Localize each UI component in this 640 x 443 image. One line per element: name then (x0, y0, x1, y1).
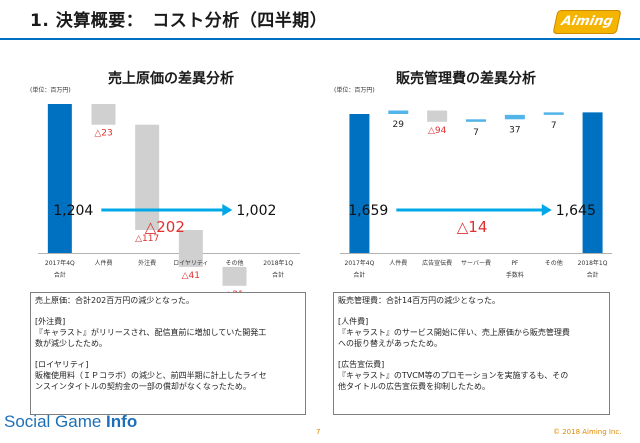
note-line: 『キャラスト』がリリースされ、配信直前に増加していた開発工 (35, 328, 267, 337)
data-label: △23 (94, 129, 112, 139)
category-label: 合計 (587, 271, 599, 279)
header-divider (0, 38, 640, 40)
category-label: 人件費 (389, 259, 407, 267)
unit-label-right: (単位：百万円) (334, 87, 375, 94)
data-label: △94 (428, 126, 447, 136)
increase-bar (543, 112, 564, 115)
footer-brand-bold: Info (106, 412, 138, 431)
data-label: 37 (509, 125, 520, 135)
note-line: 他タイトルの広告宣伝費を抑制したため。 (338, 382, 490, 391)
increase-bar (504, 114, 525, 120)
decrease-bar (222, 266, 247, 286)
increase-bar (388, 110, 409, 114)
note-box-cost-of-sales: 売上原価：合計202百万円の減少となった。 [外注費] 『キャラスト』がリリースされ… (30, 292, 306, 415)
category-label: 手数料 (506, 271, 524, 279)
category-label: 外注費 (138, 259, 156, 267)
end-total-label: 1,002 (236, 203, 276, 219)
change-label: △14 (457, 218, 488, 236)
chart-title-left: 売上原価の差異分析 (108, 71, 234, 87)
note-line: 売上原価：合計202百万円の減少となった。 (35, 296, 195, 305)
page-number: 7 (316, 428, 321, 436)
category-label: ロイヤリティ (173, 260, 208, 267)
note-line: [外注費] (35, 317, 66, 326)
change-arrow-head (222, 204, 233, 216)
decrease-bar (427, 110, 448, 122)
note-box-sga: 販売管理費：合計14百万円の減少となった。 [人件費] 『キャラスト』のサービス開始… (333, 292, 610, 415)
footer-brand-light: Social Game (4, 412, 107, 431)
category-label: 合計 (54, 271, 66, 279)
change-arrow-head (541, 204, 552, 216)
category-label: 2017年4Q (45, 259, 75, 267)
change-label: △202 (145, 218, 185, 236)
page-title: 1. 決算概要： コスト分析（四半期） (30, 11, 328, 31)
category-label: 2018年1Q (578, 259, 608, 267)
decrease-bar (135, 124, 160, 230)
data-label: 7 (473, 128, 479, 138)
decrease-bar (91, 104, 116, 125)
data-label: △41 (182, 271, 200, 281)
category-label: PF (511, 260, 519, 267)
note-line: 販売管理費：合計14百万円の減少となった。 (338, 296, 500, 305)
chart-title-right: 販売管理費の差異分析 (396, 71, 536, 87)
note-line: への振り替えがあったため。 (338, 339, 442, 348)
category-label: その他 (225, 259, 243, 267)
data-label: △117 (135, 234, 159, 244)
category-label: その他 (545, 259, 563, 267)
total-bar (582, 112, 603, 253)
total-bar (47, 104, 72, 253)
category-label: サーバー費 (461, 259, 491, 267)
data-label: 29 (393, 120, 405, 130)
note-line: 数が減少したため。 (35, 339, 107, 348)
unit-label-left: (単位：百万円) (30, 87, 71, 94)
note-line: ンスインタイトルの契約金の一部の償却がなくなったため。 (35, 382, 251, 391)
increase-bar (466, 119, 486, 122)
total-bar (349, 114, 370, 253)
category-label: 人件費 (94, 259, 112, 267)
footer-brand: Social Game Info (4, 412, 137, 432)
end-total-label: 1,645 (556, 203, 596, 219)
note-line: 『キャラスト』のサービス開始に伴い、売上原価から販売管理費 (338, 328, 570, 337)
category-label: 合計 (353, 271, 365, 279)
note-line: [広告宣伝費] (338, 360, 385, 369)
start-total-label: 1,204 (53, 203, 93, 219)
decrease-bar (178, 230, 203, 267)
note-line: [ロイヤリティ] (35, 360, 89, 369)
note-line: 『キャラスト』のTVCM等のプロモーションを実施するも、その (338, 371, 569, 380)
category-label: 2017年4Q (345, 259, 375, 267)
category-label: 広告宣伝費 (422, 259, 452, 267)
note-line: [人件費] (338, 317, 369, 326)
data-label: 7 (551, 121, 557, 131)
category-label: 2018年1Q (263, 259, 293, 267)
copyright: © 2018 Aiming Inc. (553, 428, 622, 436)
note-line: 販権使用料（ＩＰコラボ）の減少と、前四半期に計上したライセ (35, 371, 267, 380)
start-total-label: 1,659 (348, 203, 388, 219)
category-label: 合計 (272, 271, 284, 279)
